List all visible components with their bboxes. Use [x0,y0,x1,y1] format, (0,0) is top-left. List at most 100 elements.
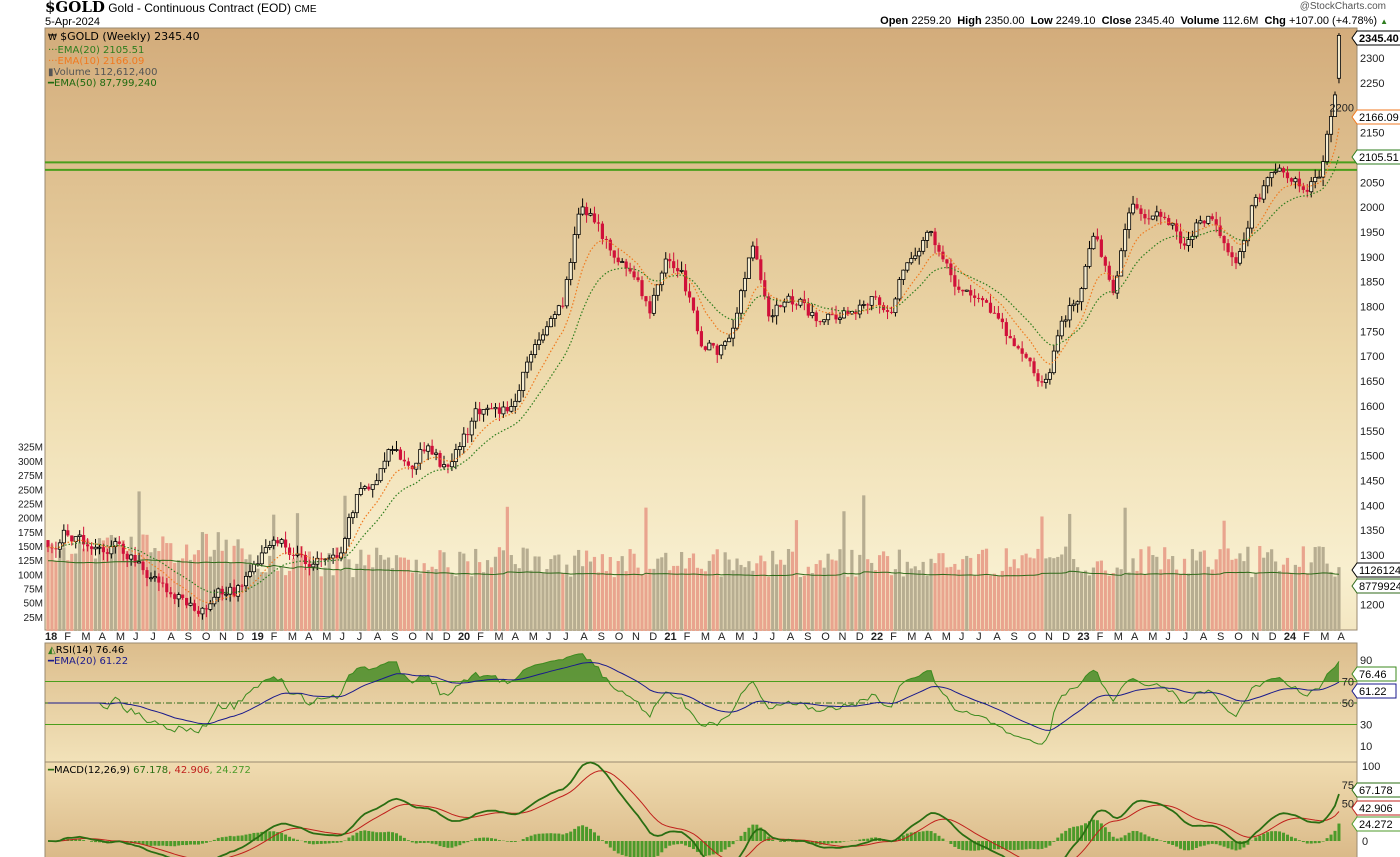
volume-bar [113,537,117,631]
macd-histogram-bar [680,841,684,844]
candle-down [70,535,74,542]
volume-bar [295,513,300,631]
price-tick-label: 1200 [1360,600,1384,612]
macd-histogram-bar [216,837,220,841]
candle-up [826,313,831,321]
macd-histogram-bar [545,833,549,841]
volume-bar [406,559,410,631]
macd-histogram-bar [307,841,311,844]
volume-bar [569,576,573,631]
candle-up [838,317,843,320]
macd-histogram-bar [347,837,351,841]
volume-bar [581,566,585,631]
macd-histogram-bar [901,835,905,841]
candle-up [342,538,347,554]
candle-down [1163,216,1167,219]
macd-histogram-bar [1186,841,1190,851]
volume-bar [743,567,747,631]
candle-up [176,594,181,600]
month-label: N [632,631,640,643]
macd-histogram-bar [295,839,299,841]
macd-histogram-bar [1309,841,1313,844]
rsi-tick-label: 10 [1360,741,1372,753]
volume-bar [1111,573,1115,631]
volume-bar [854,576,858,631]
macd-histogram-bar [921,831,925,841]
macd-histogram-bar [1183,841,1187,851]
macd-histogram-bar [977,841,981,851]
macd-histogram-bar [992,841,996,850]
macd-histogram-bar [988,841,992,850]
volume-bar [893,569,898,631]
macd-histogram-bar [363,830,367,841]
volume-bar [489,567,494,631]
macd-histogram-bar [541,833,545,841]
macd-histogram-bar [454,841,458,847]
close-label: Close [1101,15,1132,27]
macd-histogram-bar [1293,838,1297,841]
macd-histogram-bar [1222,841,1226,847]
volume-bar [996,575,1000,631]
candle-down [1135,204,1139,209]
candle-down [125,553,129,560]
volume-ema50-line [47,559,1340,577]
macd-histogram-bar [525,837,529,841]
symbol: $GOLD [45,0,105,16]
candle-down [303,554,307,565]
macd-histogram-bar [684,841,688,846]
volume-bar [185,544,189,631]
price-tick-label: 2150 [1360,128,1384,140]
candle-down [608,239,612,251]
macd-histogram-bar [133,841,137,844]
macd-histogram-bar [339,841,343,843]
macd-histogram-bar [379,832,383,841]
month-label: M [81,631,90,643]
candle-down [121,543,125,554]
volume-bar [1325,563,1329,631]
macd-histogram-bar [319,841,323,844]
macd-histogram-bar [1016,841,1020,850]
macd-histogram-bar [969,841,973,851]
volume-bar [921,561,925,631]
volume-bar [383,559,387,631]
macd-histogram-bar [505,841,509,842]
volume-bar [707,560,711,631]
candle-up [746,257,751,279]
volume-bar [315,557,319,631]
volume-bar [917,570,921,631]
macd-histogram-bar [632,841,636,857]
candle-up [1071,303,1076,307]
candle-down [866,304,870,306]
volume-bar [1250,577,1254,631]
candle-down [1008,336,1012,339]
legend-signal-value: 42.906 [174,765,210,776]
macd-histogram-bar [1115,838,1119,841]
candle-down [335,555,339,559]
volume-bar [984,548,989,631]
candle-down [889,311,894,313]
candle-down [133,555,137,563]
chart-date: 5-Apr-2024 [45,16,101,28]
candle-up [1051,350,1056,374]
candle-down [1234,257,1238,264]
candle-down [1103,256,1107,266]
volume-bar [1016,568,1020,631]
candle-down [695,310,700,332]
candle-down [105,552,109,554]
candle-down [165,583,169,593]
month-label: J [150,631,156,643]
volume-bar [565,564,569,631]
volume-bar [82,548,86,631]
volume-bar [672,565,676,631]
candle-down [173,594,177,599]
volume-bar [1242,561,1246,631]
macd-histogram-bar [1210,841,1214,844]
candle-up [1333,94,1338,117]
macd-histogram-bar [1012,841,1016,851]
low-label: Low [1030,15,1053,27]
macd-histogram-bar [1111,836,1115,841]
macd-histogram-bar [185,841,189,846]
volume-bar [1119,569,1123,631]
volume-bar [640,573,644,631]
